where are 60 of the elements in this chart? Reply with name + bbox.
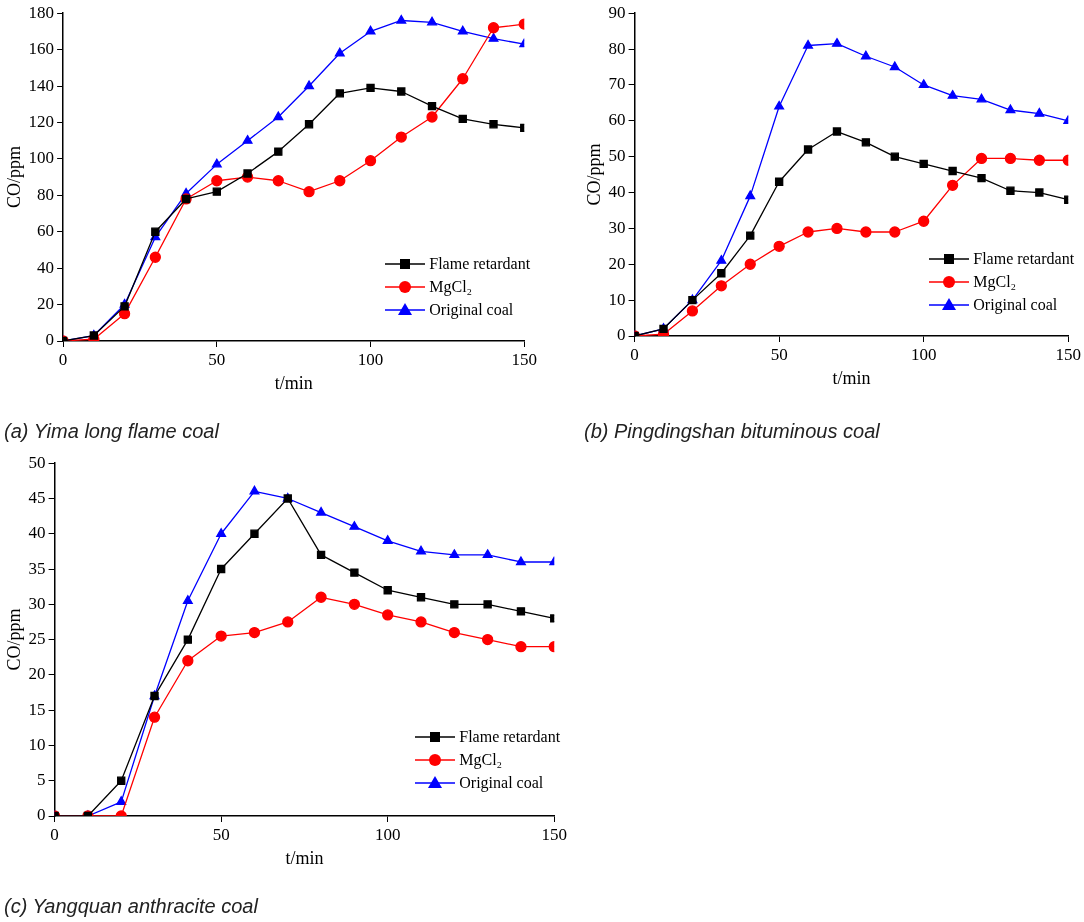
y-tick-label: 80 (608, 38, 626, 58)
x-tick-label: 50 (770, 344, 788, 364)
y-tick-label: 35 (28, 558, 46, 578)
y-tick-label: 140 (28, 75, 55, 95)
x-tick-label: 150 (1055, 344, 1081, 364)
y-tick-label: 45 (28, 487, 46, 507)
legend-label: Flame retardant (459, 728, 561, 747)
legend-label: Flame retardant (973, 250, 1075, 269)
y-tick-label: 30 (28, 593, 46, 613)
y-tick-label: 0 (37, 805, 46, 825)
y-axis-title: CO/ppm (583, 143, 604, 206)
x-tick-label: 0 (630, 344, 639, 364)
y-tick-label: 50 (608, 146, 626, 166)
y-tick-label: 30 (608, 217, 626, 237)
legend-label: MgCl₂ (429, 277, 473, 296)
x-tick-label: 50 (212, 824, 230, 844)
text: (b) Pingdingshan bituminous coal (584, 420, 880, 443)
y-tick-label: 10 (28, 734, 46, 754)
y-tick-label: 90 (608, 2, 626, 22)
x-axis-title: t/min (274, 372, 313, 393)
x-tick-label: 150 (511, 349, 537, 369)
legend-label: Original coal (973, 296, 1058, 315)
x-axis-title: t/min (285, 847, 324, 868)
y-tick-label: 120 (28, 111, 55, 131)
x-tick-label: 100 (910, 344, 937, 364)
legend-label: MgCl₂ (973, 273, 1017, 292)
x-tick-label: 150 (541, 824, 567, 844)
y-tick-label: 60 (608, 110, 626, 130)
legend-label: Flame retardant (429, 254, 531, 273)
y-tick-label: 20 (608, 253, 626, 273)
x-tick-label: 50 (208, 349, 226, 369)
y-tick-label: 15 (28, 699, 46, 719)
y-tick-label: 0 (45, 330, 55, 350)
y-axis-title: CO/ppm (3, 608, 24, 671)
y-tick-label: 160 (28, 39, 55, 59)
y-tick-label: 80 (37, 184, 55, 204)
y-tick-label: 60 (37, 221, 55, 241)
y-tick-label: 0 (617, 325, 626, 345)
y-tick-label: 20 (28, 664, 46, 684)
y-tick-label: 5 (37, 770, 46, 790)
text: (a) Yima long flame coal (4, 420, 219, 443)
y-tick-label: 40 (37, 257, 55, 277)
y-tick-label: 180 (28, 2, 55, 22)
x-tick-label: 100 (374, 824, 401, 844)
x-axis-title: t/min (832, 367, 871, 388)
y-tick-label: 25 (28, 629, 46, 649)
y-tick-label: 70 (608, 74, 626, 94)
legend-label: Original coal (459, 774, 544, 793)
y-tick-label: 40 (608, 182, 626, 201)
legend-label: Original coal (429, 300, 514, 319)
y-tick-label: 20 (37, 294, 55, 314)
y-tick-label: 10 (608, 289, 626, 309)
x-tick-label: 0 (58, 349, 68, 369)
legend-label: MgCl₂ (459, 751, 503, 770)
y-axis-title: CO/ppm (3, 146, 24, 209)
y-tick-label: 100 (28, 148, 55, 168)
y-tick-label: 50 (28, 452, 46, 472)
y-tick-label: 40 (28, 523, 46, 543)
x-tick-label: 100 (357, 349, 384, 369)
text: (c) Yangquan anthracite coal (4, 895, 258, 918)
